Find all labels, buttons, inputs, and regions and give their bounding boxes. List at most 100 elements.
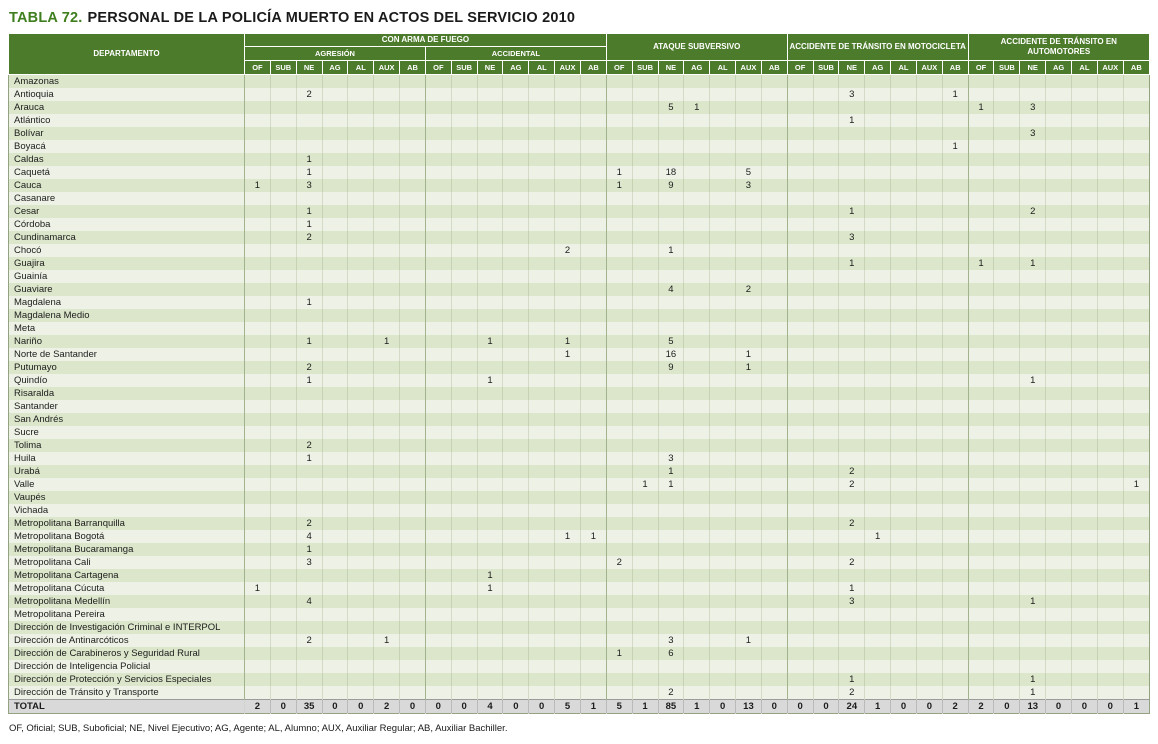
value-cell bbox=[1071, 503, 1098, 517]
department-cell: Metropolitana Medellín bbox=[14, 595, 111, 607]
value-cell bbox=[812, 529, 839, 543]
value-cell bbox=[1071, 425, 1098, 439]
value-cell bbox=[760, 594, 788, 608]
value-cell bbox=[1122, 282, 1150, 296]
value-cell bbox=[579, 412, 607, 426]
value-cell bbox=[967, 152, 994, 166]
value-cell bbox=[1096, 685, 1124, 699]
value-cell bbox=[579, 633, 607, 647]
column-header-sub: SUB bbox=[812, 59, 840, 75]
value-cell bbox=[424, 217, 452, 231]
total-value-cell: 1 bbox=[683, 699, 710, 713]
value-cell bbox=[244, 230, 271, 244]
value-cell bbox=[864, 126, 891, 140]
value-cell bbox=[683, 282, 710, 296]
value-cell bbox=[502, 503, 529, 517]
value-cell: 2 bbox=[838, 477, 865, 491]
value-cell bbox=[321, 542, 348, 556]
department-cell: Guainía bbox=[14, 270, 48, 282]
value-cell bbox=[735, 113, 762, 127]
value-cell: 9 bbox=[657, 360, 684, 374]
value-cell bbox=[812, 386, 839, 400]
value-cell bbox=[244, 568, 271, 582]
value-cell bbox=[1071, 152, 1098, 166]
value-cell bbox=[347, 477, 374, 491]
value-cell bbox=[244, 555, 271, 569]
value-cell bbox=[502, 451, 529, 465]
value-cell bbox=[967, 425, 994, 439]
department-cell: Caldas bbox=[14, 153, 44, 165]
value-cell bbox=[683, 334, 710, 348]
value-cell bbox=[399, 308, 426, 322]
value-cell bbox=[709, 217, 736, 231]
value-cell bbox=[450, 100, 478, 114]
value-cell bbox=[631, 256, 658, 270]
value-cell bbox=[993, 490, 1020, 504]
value-cell bbox=[424, 139, 452, 153]
value-cell bbox=[269, 633, 297, 647]
value-cell bbox=[476, 451, 503, 465]
value-cell bbox=[373, 659, 400, 673]
value-cell bbox=[424, 607, 452, 621]
value-cell bbox=[709, 243, 736, 257]
value-cell bbox=[528, 438, 555, 452]
value-cell bbox=[399, 672, 426, 686]
value-cell bbox=[683, 633, 710, 647]
value-cell bbox=[760, 581, 788, 595]
value-cell bbox=[890, 165, 917, 179]
value-cell bbox=[631, 451, 658, 465]
value-cell bbox=[476, 516, 503, 530]
value-cell: 2 bbox=[838, 464, 865, 478]
value-cell bbox=[502, 243, 529, 257]
value-cell bbox=[709, 373, 736, 387]
value-cell bbox=[528, 503, 555, 517]
value-cell bbox=[1122, 139, 1150, 153]
value-cell bbox=[890, 113, 917, 127]
value-cell bbox=[424, 373, 452, 387]
value-cell bbox=[915, 555, 943, 569]
value-cell bbox=[967, 373, 994, 387]
total-value-cell: 0 bbox=[760, 699, 788, 713]
value-cell bbox=[786, 633, 814, 647]
value-cell bbox=[657, 516, 684, 530]
value-cell bbox=[683, 451, 710, 465]
column-header-aux: AUX bbox=[915, 59, 943, 75]
value-cell bbox=[786, 607, 814, 621]
value-cell bbox=[450, 542, 478, 556]
value-cell bbox=[579, 451, 607, 465]
value-cell bbox=[554, 503, 581, 517]
value-cell bbox=[967, 659, 994, 673]
value-cell bbox=[321, 230, 348, 244]
value-cell bbox=[967, 581, 994, 595]
value-cell bbox=[631, 334, 658, 348]
value-cell bbox=[579, 347, 607, 361]
value-cell bbox=[838, 321, 865, 335]
value-cell bbox=[399, 191, 426, 205]
value-cell bbox=[373, 451, 400, 465]
value-cell bbox=[424, 594, 452, 608]
value-cell bbox=[528, 529, 555, 543]
value-cell bbox=[683, 425, 710, 439]
value-cell bbox=[760, 399, 788, 413]
value-cell bbox=[786, 438, 814, 452]
value-cell bbox=[244, 477, 271, 491]
value-cell bbox=[657, 438, 684, 452]
value-cell bbox=[735, 204, 762, 218]
value-cell bbox=[450, 516, 478, 530]
value-cell bbox=[735, 87, 762, 101]
value-cell bbox=[1019, 581, 1046, 595]
value-cell bbox=[993, 360, 1020, 374]
value-cell bbox=[967, 282, 994, 296]
value-cell bbox=[941, 412, 969, 426]
value-cell bbox=[967, 230, 994, 244]
value-cell: 1 bbox=[941, 139, 969, 153]
value-cell bbox=[1071, 308, 1098, 322]
value-cell bbox=[709, 204, 736, 218]
value-cell bbox=[1122, 178, 1150, 192]
value-cell bbox=[399, 139, 426, 153]
value-cell bbox=[1096, 308, 1124, 322]
value-cell bbox=[1045, 594, 1072, 608]
value-cell bbox=[476, 152, 503, 166]
value-cell bbox=[450, 386, 478, 400]
value-cell bbox=[941, 282, 969, 296]
